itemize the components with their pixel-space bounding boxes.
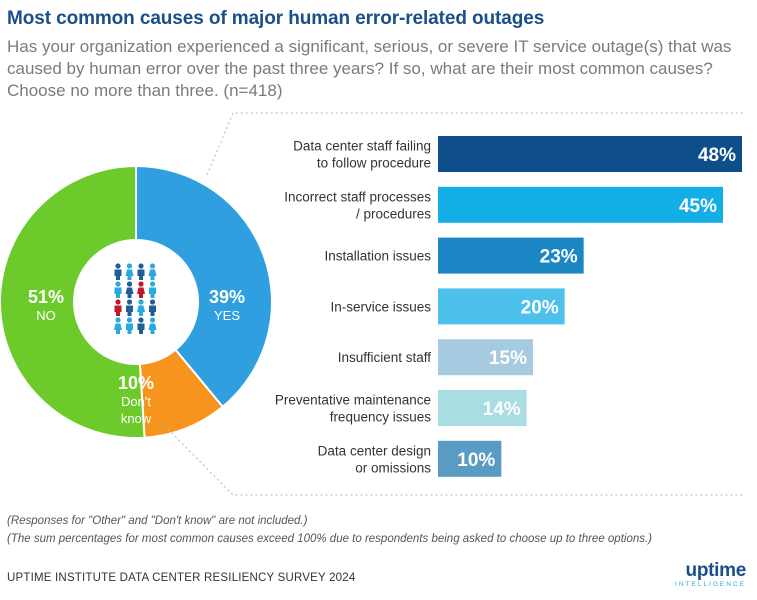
bar-value-label-7: 10% (457, 450, 495, 471)
uptime-logo: uptime INTELLIGENCE (662, 560, 747, 589)
chart-title: Most common causes of major human error-… (7, 8, 545, 29)
person-icon (125, 281, 134, 298)
person-icon (114, 299, 122, 316)
bar-value-label-5: 15% (489, 348, 527, 369)
donut-label-no: 51% NO (28, 287, 64, 323)
chart-subtitle: Has your organization experienced a sign… (7, 37, 732, 100)
bar-value-label-2: 45% (679, 196, 717, 217)
bar-3 (438, 237, 584, 274)
donut-slice-no (0, 164, 146, 439)
bar-1 (438, 136, 742, 172)
bar-7 (438, 440, 502, 477)
person-icon (148, 317, 157, 334)
person-icon (126, 299, 133, 316)
chart-canvas: 39% YES 10% Don't know 51% NO 48% Data center st… (0, 112, 745, 496)
bar-category-label-6: Preventative maintenance frequency issues (275, 393, 431, 425)
bar-category-label-7: Data center design or omissions (318, 443, 432, 475)
logo-subtitle: INTELLIGENCE (675, 581, 746, 588)
person-icon (137, 281, 145, 298)
logo-wordmark: uptime (685, 560, 747, 581)
bar-6 (438, 390, 527, 426)
bar-category-label-5: Insufficient staff (338, 350, 432, 365)
footnote-sum-explanation: (The sum percentages for most common cau… (7, 533, 653, 545)
bar-2 (438, 186, 723, 223)
person-icon (137, 263, 145, 280)
bar-category-label-2: Incorrect staff processes / procedures (284, 189, 431, 221)
donut-label-yes: 39% YES (209, 287, 245, 323)
bar-4 (438, 288, 565, 325)
footnote-excluded-responses: (Responses for "Other" and "Don't know" … (7, 515, 308, 527)
person-icon (114, 281, 122, 298)
bar-value-label-3: 23% (540, 247, 578, 268)
bar-value-label-6: 14% (483, 399, 521, 420)
bar-category-label-3: Installation issues (324, 249, 431, 264)
person-icon (148, 263, 157, 280)
source-label: UPTIME INSTITUTE DATA CENTER RESILIENCY … (7, 572, 356, 584)
people-group-icon (114, 263, 157, 334)
donut-slice-yes (135, 164, 273, 409)
person-icon (149, 281, 156, 298)
bar-value-label-4: 20% (521, 297, 559, 318)
person-icon (137, 299, 145, 316)
person-icon (137, 317, 145, 334)
person-icon (125, 263, 134, 280)
person-icon (149, 299, 156, 316)
bar-value-label-1: 48% (698, 145, 736, 166)
bar-category-label-1: Data center staff failing to follow proce… (293, 139, 431, 171)
bar-category-label-4: In-service issues (330, 299, 431, 314)
footnotes: (Responses for "Other" and "Don't know" … (7, 512, 752, 548)
person-icon (126, 317, 133, 334)
bar-5 (438, 339, 533, 376)
person-icon (114, 263, 122, 280)
person-icon (114, 317, 122, 334)
donut-label-dont-know: 10% Don't know (118, 373, 154, 426)
